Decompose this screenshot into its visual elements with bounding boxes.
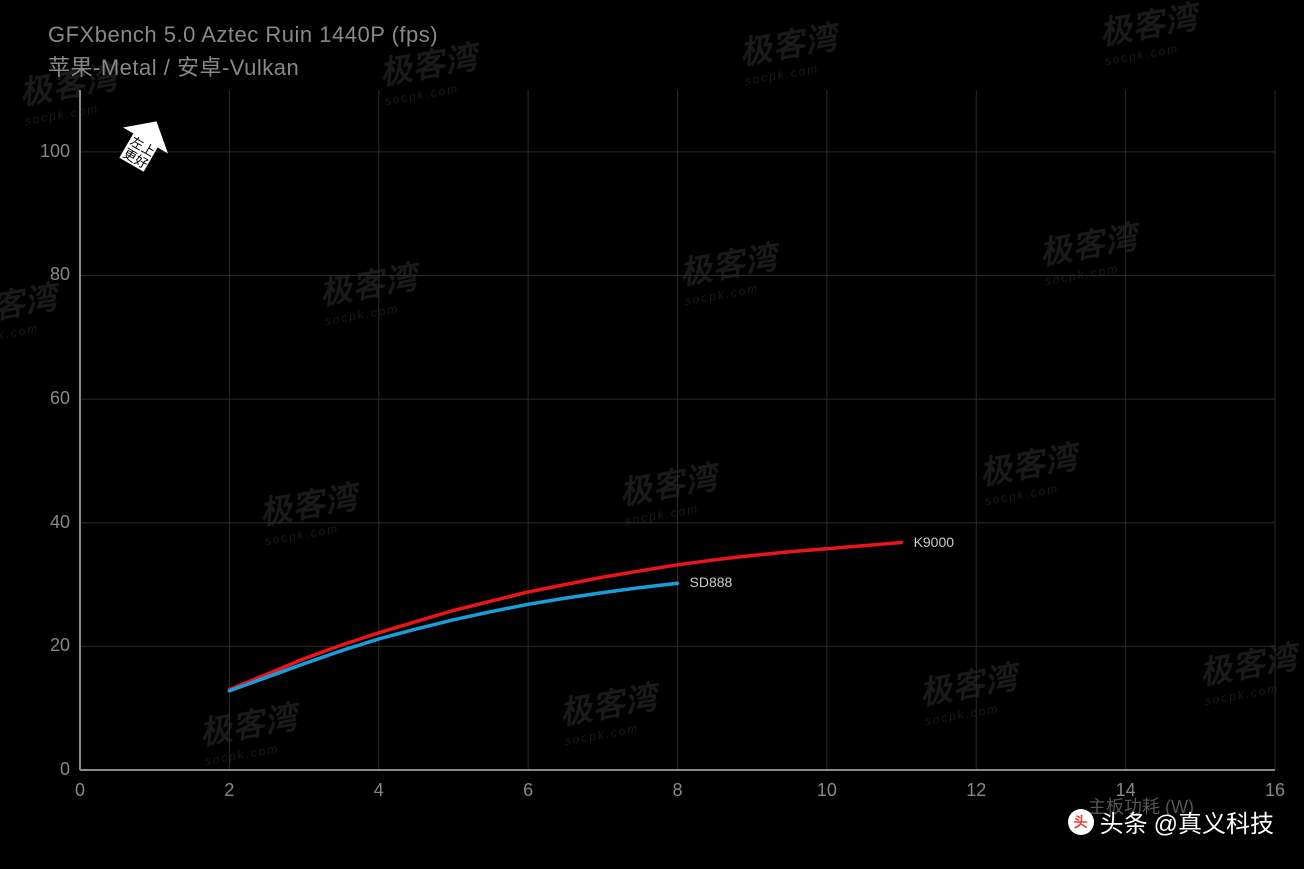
y-tick-label: 20 xyxy=(10,635,70,656)
series-label-k9000: K9000 xyxy=(914,534,954,550)
x-tick-label: 0 xyxy=(60,780,100,801)
y-tick-label: 60 xyxy=(10,388,70,409)
x-tick-label: 2 xyxy=(209,780,249,801)
attribution-prefix: 头条 xyxy=(1100,804,1148,839)
x-tick-label: 16 xyxy=(1255,780,1295,801)
x-tick-label: 4 xyxy=(359,780,399,801)
y-tick-label: 100 xyxy=(10,141,70,162)
direction-hint-badge: 左上 更好 xyxy=(100,115,180,185)
attribution: 头 头条 @真义科技 xyxy=(1068,804,1274,839)
x-tick-label: 12 xyxy=(956,780,996,801)
attribution-handle: @真义科技 xyxy=(1154,804,1274,839)
y-tick-label: 0 xyxy=(10,759,70,780)
x-tick-label: 10 xyxy=(807,780,847,801)
x-tick-label: 8 xyxy=(658,780,698,801)
x-tick-label: 6 xyxy=(508,780,548,801)
toutiao-logo-icon: 头 xyxy=(1068,809,1094,835)
y-tick-label: 40 xyxy=(10,512,70,533)
x-tick-label: 14 xyxy=(1106,780,1146,801)
y-tick-label: 80 xyxy=(10,264,70,285)
series-label-sd888: SD888 xyxy=(690,574,733,590)
performance-chart xyxy=(0,0,1304,869)
